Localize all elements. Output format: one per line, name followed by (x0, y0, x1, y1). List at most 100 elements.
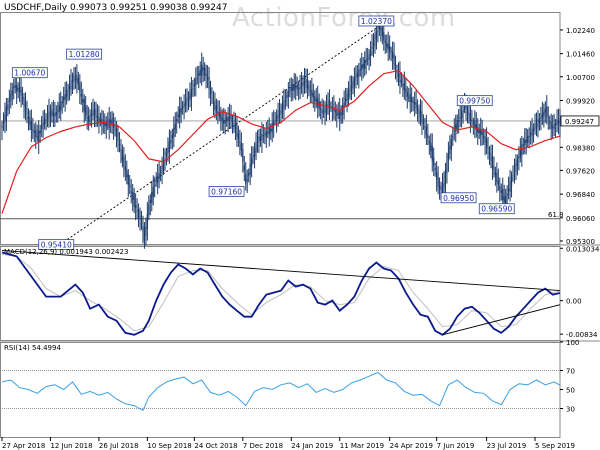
rsi-tick-label: 70 (566, 368, 575, 376)
candle-body (104, 123, 106, 126)
candle-body (158, 172, 160, 179)
candle-body (83, 98, 85, 112)
candle-body (418, 111, 420, 114)
candle-body (478, 129, 480, 134)
candle-body (76, 75, 78, 83)
candle-body (462, 109, 464, 112)
candle-body (168, 141, 170, 152)
candle-body (139, 216, 141, 220)
candle-body (24, 102, 27, 112)
candle-body (505, 195, 507, 204)
candle-body (428, 141, 430, 143)
candle-body (126, 170, 128, 178)
candle-body (236, 123, 238, 137)
candle-body (171, 135, 173, 139)
candle-body (521, 144, 523, 156)
rsi-line (1, 371, 561, 412)
candle-body (271, 122, 273, 133)
macd-tick-label: 0.00 (566, 298, 582, 306)
x-tick-label: 7 Jun 2019 (437, 442, 475, 450)
candle-body (444, 169, 447, 185)
candle-body (95, 109, 97, 118)
candle-body (312, 92, 314, 98)
price-tick-label: 1.00700 (566, 74, 595, 82)
candle-body (51, 109, 53, 117)
candle-body (515, 163, 517, 172)
candle-body (46, 115, 49, 118)
candle-body (497, 180, 499, 185)
candle-body (431, 145, 433, 161)
level-annotation-box (11, 67, 48, 79)
candle-body (82, 99, 84, 103)
candle-body (186, 98, 188, 102)
candle-body (99, 118, 101, 122)
candle-body (33, 130, 35, 134)
candle-body (503, 196, 505, 203)
candle-body (414, 102, 416, 105)
candle-body (1, 125, 3, 129)
candle-body (26, 112, 28, 114)
candle-body (240, 143, 242, 151)
candle-body (516, 159, 519, 166)
candle-body (350, 85, 353, 89)
candle-body (237, 133, 240, 140)
candle-body (129, 185, 131, 187)
candle-body (67, 89, 69, 91)
candle-body (174, 123, 176, 130)
candle-body (226, 117, 228, 122)
price-tick-label: 0.97620 (566, 167, 595, 175)
candle-body (440, 188, 442, 190)
candle-body (543, 111, 545, 117)
candle-body (110, 120, 112, 124)
candle-body (229, 115, 231, 119)
price-tick-label: 0.98380 (566, 144, 595, 152)
candle-body (43, 119, 46, 125)
candle-body (262, 135, 264, 137)
candle-body (79, 83, 81, 93)
candle-body (466, 109, 469, 114)
candle-body (368, 54, 370, 60)
candle-body (60, 102, 62, 111)
candle-body (314, 96, 316, 101)
candle-body (430, 142, 432, 152)
candle-body (224, 119, 226, 123)
candle-body (311, 89, 313, 96)
candle-body (45, 118, 47, 120)
candle-body (500, 189, 502, 193)
candle-body (416, 108, 419, 111)
candle-body (114, 128, 116, 131)
candle-body (537, 119, 539, 128)
candle-body (356, 73, 358, 78)
macd-upper-trendline (1, 249, 561, 292)
x-tick-label: 11 Mar 2019 (340, 442, 384, 450)
candle-body (284, 100, 287, 102)
candle-body (243, 165, 245, 171)
candle-body (287, 91, 289, 97)
level-annotation-label: 0.95410 (41, 241, 72, 250)
candle-body (41, 125, 43, 129)
candle-body (372, 42, 375, 46)
candle-body (549, 121, 551, 123)
candle-body (274, 120, 276, 122)
candle-body (506, 193, 508, 196)
candle-body (201, 64, 203, 76)
candle-body (415, 102, 417, 109)
candle-body (204, 67, 206, 76)
candle-body (283, 100, 285, 110)
symbol-label: USDCHF,Daily (4, 3, 68, 13)
candle-body (334, 110, 336, 112)
level-annotation-box (478, 203, 515, 215)
candle-body (292, 84, 294, 91)
candle-body (392, 51, 394, 59)
candle-body (367, 58, 369, 60)
candle-body (510, 176, 513, 186)
candle-body (544, 108, 546, 113)
candle-body (534, 123, 536, 130)
candle-body (339, 109, 341, 120)
candle-body (531, 128, 533, 137)
macd-lower-trendline (442, 304, 561, 336)
candle-body (318, 101, 320, 109)
candle-body (16, 85, 18, 92)
candle-body (157, 175, 159, 183)
candle-body (499, 186, 501, 190)
